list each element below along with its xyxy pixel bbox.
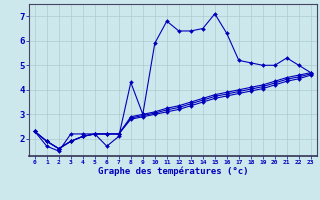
- X-axis label: Graphe des températures (°c): Graphe des températures (°c): [98, 167, 248, 176]
